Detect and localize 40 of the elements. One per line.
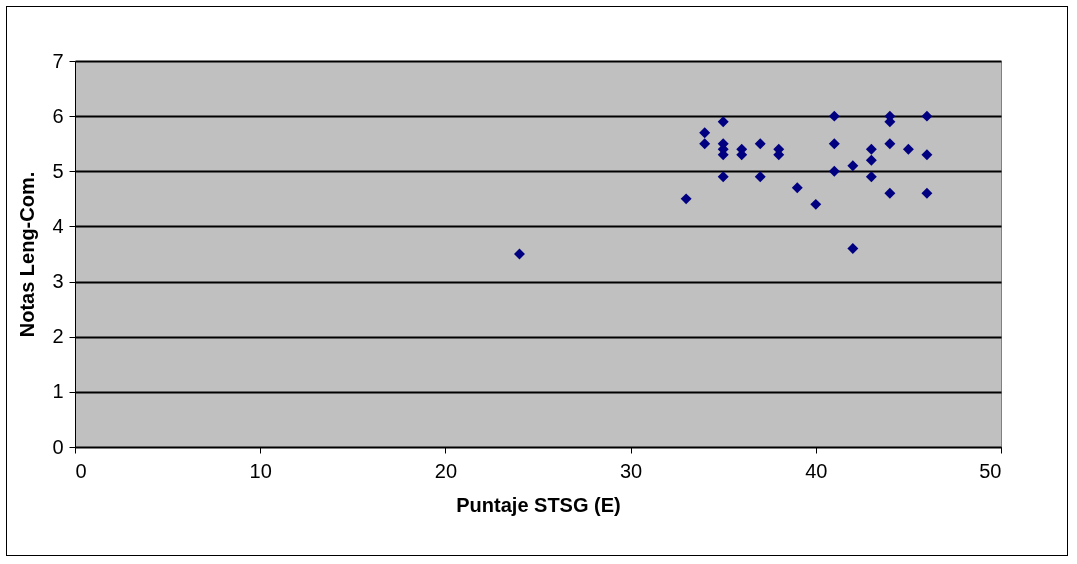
y-tick-label: 6 (52, 104, 64, 127)
point (699, 138, 711, 150)
x-tick-label: 20 (434, 459, 458, 482)
point (847, 243, 859, 254)
y-tick-label: 0 (52, 435, 64, 458)
y-tick-label: 3 (52, 270, 64, 293)
point (921, 187, 933, 199)
point (791, 182, 803, 194)
point (921, 110, 933, 122)
point (754, 138, 766, 150)
point (828, 138, 840, 150)
x-axis-title: Puntaje STSG (E) (456, 493, 621, 516)
x-tick-label: 10 (249, 459, 272, 482)
point (717, 116, 729, 128)
point (810, 198, 822, 210)
x-tick-label: 40 (805, 459, 828, 482)
y-tick-label: 2 (52, 325, 64, 348)
y-tick-label: 7 (52, 49, 64, 72)
point (828, 165, 840, 177)
point (514, 248, 525, 260)
point (847, 160, 859, 172)
x-tick-label: 0 (75, 459, 87, 482)
point (884, 138, 896, 150)
point (884, 187, 896, 199)
point (680, 193, 692, 205)
point (828, 110, 840, 122)
point (699, 127, 711, 139)
x-tick-label: 50 (979, 459, 1002, 482)
x-tick-label: 30 (619, 459, 643, 482)
point (754, 171, 766, 183)
point (865, 143, 877, 155)
y-tick-label: 4 (52, 214, 64, 237)
y-tick-label: 5 (52, 159, 64, 182)
point (717, 171, 729, 183)
y-tick-label: 1 (52, 380, 64, 403)
point (921, 149, 933, 161)
point (865, 154, 877, 166)
point (865, 171, 877, 183)
point (902, 143, 914, 155)
y-axis-title: Notas Leng-Com. (16, 171, 39, 338)
